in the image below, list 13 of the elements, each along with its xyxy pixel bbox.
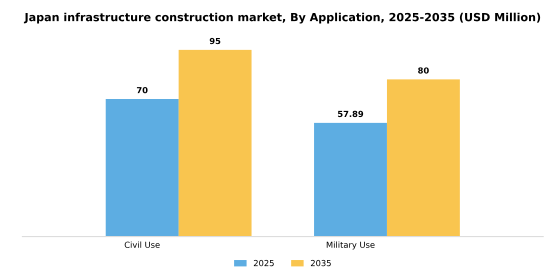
legend-label: 2025 (254, 260, 274, 266)
bar (178, 50, 252, 237)
data-label: 70 (136, 86, 148, 94)
bar (386, 79, 460, 237)
data-label: 95 (210, 38, 220, 44)
bar (106, 99, 179, 237)
x-tick-label: Military Use (326, 241, 375, 250)
x-tick-label: Civil Use (124, 241, 160, 248)
data-label: 57.89 (338, 110, 364, 118)
bar (314, 122, 387, 237)
legend-label: 2035 (310, 260, 331, 266)
data-label: 80 (418, 67, 429, 74)
chart-title: Japan infrastructure construction market, By Application, 2025-2035 (USD Million) (24, 12, 540, 24)
